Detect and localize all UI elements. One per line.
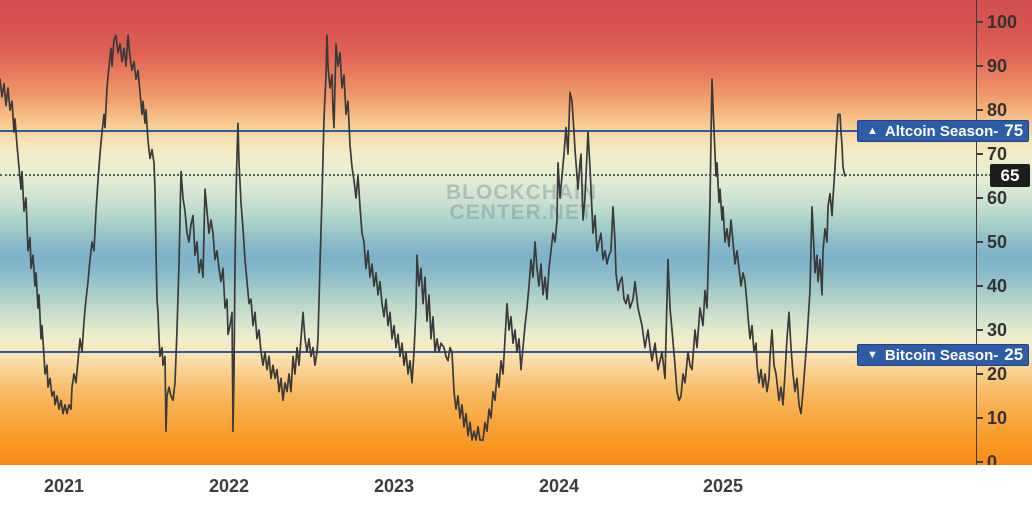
current-value-badge: 65 [990, 164, 1030, 187]
x-axis-year-label: 2022 [208, 476, 250, 496]
x-axis-year-label: 2023 [373, 476, 415, 496]
y-axis-tick [976, 241, 983, 243]
y-axis-tick [976, 461, 983, 463]
y-axis-tick [976, 373, 983, 375]
y-axis-tick [976, 21, 983, 23]
y-axis-tick-label: 70 [987, 144, 1008, 164]
x-axis-year-label: 2024 [538, 476, 580, 496]
y-axis-tick-label: 40 [987, 276, 1008, 296]
y-axis-tick [976, 285, 983, 287]
bitcoin-season-badge: ▼ Bitcoin Season - 25 [857, 344, 1029, 366]
bitcoin-season-label: Bitcoin Season [884, 346, 994, 364]
bitcoin-season-threshold-line [0, 351, 977, 353]
y-axis-tick-label: 80 [987, 100, 1008, 120]
index-line-series [0, 34, 846, 441]
y-axis-tick-label: 90 [987, 56, 1008, 76]
x-axis-year-label: 2021 [43, 476, 85, 496]
x-axis: 2021 2022 2023 2024 2025 [0, 465, 1032, 505]
y-axis-tick-label: 30 [987, 320, 1008, 340]
y-axis-tick [976, 417, 983, 419]
y-axis-tick-label: 50 [987, 232, 1008, 252]
y-axis-tick-label: 0 [987, 452, 998, 472]
y-axis-tick [976, 109, 983, 111]
y-axis-tick-label: 20 [987, 364, 1008, 384]
altcoin-threshold-value: 75 [1004, 121, 1024, 140]
altcoin-separator: - [993, 122, 999, 140]
y-axis-tick [976, 153, 983, 155]
y-axis-tick [976, 65, 983, 67]
y-axis-line [976, 0, 977, 466]
up-triangle-icon: ▲ [867, 124, 878, 137]
bitcoin-threshold-value: 25 [1004, 345, 1024, 364]
y-axis-tick [976, 197, 983, 199]
bitcoin-separator: - [993, 346, 999, 364]
altcoin-season-badge: ▲ Altcoin Season - 75 [857, 120, 1029, 142]
y-axis-tick-label: 10 [987, 408, 1008, 428]
chart-plot-area[interactable]: BLOCKCHAIN CENTER.NET 100 90 80 70 60 50 40 30 2… [0, 0, 1032, 471]
y-axis-tick [976, 329, 983, 331]
y-axis-tick-label: 100 [987, 12, 1018, 32]
x-axis-year-label: 2025 [702, 476, 744, 496]
altcoin-season-threshold-line [0, 130, 977, 132]
current-value-dotted-line [0, 174, 991, 176]
down-triangle-icon: ▼ [867, 348, 878, 361]
y-axis-tick-label: 60 [987, 188, 1008, 208]
altcoin-season-label: Altcoin Season [884, 122, 994, 140]
